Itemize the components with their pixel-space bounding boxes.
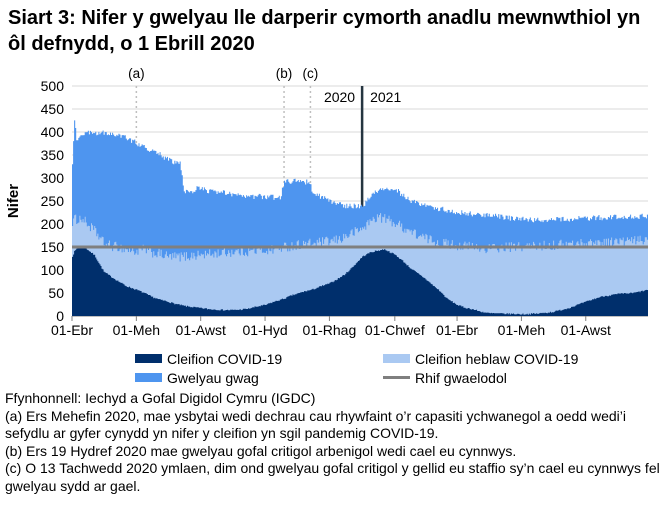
chart-plot: 0 50 100 150 200 250 300 350 400 450 500 01-Ebr 01-M…	[5, 66, 648, 338]
legend-swatch-1	[383, 354, 410, 363]
legend-item-cleifion-covid: Cleifion COVID-19	[135, 350, 282, 367]
legend-item-cleifion-heblaw: Cleifion heblaw COVID-19	[383, 350, 578, 367]
y-axis-title: Nifer	[5, 184, 22, 218]
year-label-right: 2021	[370, 89, 401, 105]
legend-label: Gwelyau gwag	[167, 369, 259, 386]
x-tick-label: 01-Ebr	[51, 322, 93, 338]
source-note: Ffynhonnell: Iechyd a Gofal Digidol Cymr…	[5, 390, 316, 406]
y-tick-label: 350	[41, 147, 65, 163]
y-tick-label: 150	[41, 239, 65, 255]
chart-title: Siart 3: Nifer y gwelyau lle darperir cy…	[8, 7, 641, 55]
x-tick-label: 01-Meh	[498, 322, 545, 338]
x-tick-label: 01-Awst	[176, 322, 226, 338]
footnotes: Ffynhonnell: Iechyd a Gofal Digidol Cymr…	[5, 390, 665, 496]
x-tick-label: 01-Meh	[113, 322, 160, 338]
footnote-b: (b) Ers 19 Hydref 2020 mae gwelyau gofal…	[5, 442, 517, 459]
y-tick-label: 300	[41, 170, 65, 186]
annotation-label: (a)	[128, 66, 145, 81]
area-cleifion-covid	[72, 245, 648, 316]
legend-swatch-0	[135, 354, 162, 363]
y-tick-label: 450	[41, 101, 65, 117]
y-tick-label: 50	[48, 285, 64, 301]
x-tick-label: 01-Awst	[561, 322, 611, 338]
legend-label: Rhif gwaelodol	[415, 369, 507, 386]
legend-label: Cleifion COVID-19	[167, 350, 283, 367]
y-tick-label: 500	[41, 78, 65, 94]
legend-item-gwelyau-gwag: Gwelyau gwag	[135, 369, 259, 386]
footnote-a: (a) Ers Mehefin 2020, mae ysbytai wedi d…	[5, 407, 626, 442]
legend-label: Cleifion heblaw COVID-19	[415, 350, 579, 367]
year-label-left: 2020	[324, 89, 355, 105]
x-tick-label: 01-Hyd	[242, 322, 287, 338]
annotation-label: (c)	[303, 66, 319, 81]
annotation-label: (b)	[276, 66, 293, 81]
y-tick-label: 250	[41, 193, 65, 209]
y-tick-label: 100	[41, 262, 65, 278]
y-tick-label: 200	[41, 216, 65, 232]
legend-swatch-3	[383, 376, 410, 379]
x-tick-label: 01-Ebr	[436, 322, 478, 338]
y-tick-label: 0	[56, 308, 64, 324]
legend-swatch-2	[135, 373, 162, 382]
x-tick-label: 01-Rhag	[303, 322, 357, 338]
footnote-c: (c) O 13 Tachwedd 2020 ymlaen, dim ond g…	[5, 460, 660, 494]
legend-item-rhif-gwaelodol: Rhif gwaelodol	[383, 369, 507, 386]
x-tick-label: 01-Chwef	[365, 322, 425, 338]
y-tick-label: 400	[41, 124, 65, 140]
